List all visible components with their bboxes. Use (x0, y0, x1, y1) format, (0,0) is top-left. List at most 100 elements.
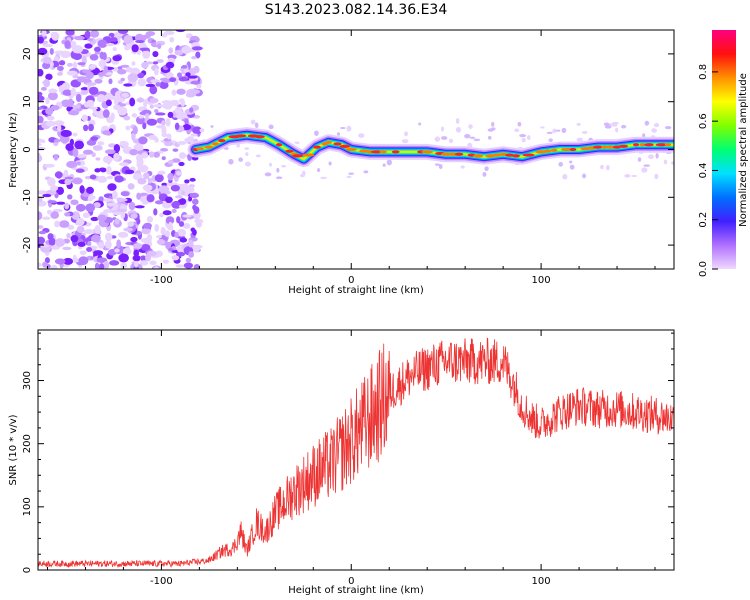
noise-speckle (182, 214, 192, 218)
noise-speckle (113, 104, 121, 111)
faint-speckle (561, 127, 567, 133)
noise-speckle (146, 233, 153, 242)
noise-speckle (38, 138, 44, 143)
noise-speckle (110, 112, 115, 121)
faint-speckle (606, 165, 610, 171)
noise-speckle (161, 156, 166, 161)
noise-speckle (93, 202, 101, 208)
noise-speckle (159, 81, 169, 90)
noise-speckle (153, 67, 159, 76)
noise-speckle (155, 82, 161, 87)
ridge-peak (550, 148, 558, 152)
y-tick-label: 0 (22, 567, 33, 573)
faint-speckle (631, 174, 638, 177)
y-tick-label: 200 (22, 434, 33, 453)
noise-speckle (78, 256, 89, 266)
noise-speckle (85, 203, 96, 213)
y-tick-label: 100 (22, 497, 33, 516)
x-tick-label: -100 (150, 275, 173, 286)
noise-speckle (89, 174, 97, 180)
noise-speckle (164, 230, 171, 237)
noise-speckle (175, 264, 185, 268)
noise-speckle (112, 190, 118, 200)
noise-speckle (139, 260, 149, 266)
faint-speckle (527, 135, 531, 141)
spectrogram-ylabel: Frequency (Hz) (8, 112, 19, 188)
noise-speckle (156, 124, 166, 129)
noise-speckle (80, 87, 89, 91)
noise-speckle (113, 67, 118, 72)
noise-speckle (192, 204, 197, 211)
noise-speckle (60, 129, 72, 138)
noise-speckle (43, 163, 55, 168)
noise-speckle (72, 132, 78, 137)
noise-speckle (181, 46, 192, 54)
noise-speckle (191, 244, 201, 253)
noise-speckle (132, 254, 141, 262)
faint-speckle (440, 126, 445, 132)
noise-speckle (162, 210, 172, 216)
faint-speckle (255, 154, 261, 158)
faint-speckle (460, 165, 465, 169)
noise-speckle (38, 36, 44, 44)
noise-speckle (178, 98, 185, 103)
x-tick-label: 0 (348, 275, 354, 286)
noise-speckle (189, 177, 196, 182)
noise-speckle (113, 143, 121, 153)
noise-speckle (142, 184, 153, 192)
noise-speckle (153, 266, 159, 269)
noise-speckle (98, 263, 105, 269)
faint-speckle (468, 124, 473, 129)
noise-speckle (38, 153, 41, 162)
faint-speckle (482, 171, 487, 177)
noise-speckle (162, 259, 170, 264)
noise-speckle (89, 106, 98, 110)
faint-speckle (348, 172, 355, 175)
noise-speckle (94, 51, 101, 55)
ridge-peak (454, 152, 464, 156)
x-tick-label: 0 (348, 576, 354, 587)
noise-speckle (131, 61, 136, 66)
noise-speckle (154, 223, 160, 232)
noise-speckle (51, 31, 60, 41)
noise-speckle (66, 232, 71, 239)
noise-speckle (117, 30, 129, 34)
colorbar-tick-label: 0.8 (698, 64, 709, 80)
y-tick-label: 20 (22, 48, 33, 61)
noise-speckle (122, 247, 132, 256)
noise-speckle (143, 99, 148, 108)
noise-speckle (54, 258, 66, 265)
noise-speckle (174, 232, 180, 238)
noise-speckle (137, 72, 145, 79)
noise-speckle (139, 255, 147, 262)
noise-speckle (161, 103, 169, 109)
noise-speckle (87, 197, 94, 202)
noise-speckle (38, 190, 48, 195)
noise-speckle (124, 169, 135, 175)
noise-speckle (124, 45, 131, 51)
noise-speckle (147, 177, 152, 184)
faint-speckle (363, 170, 369, 174)
noise-speckle (72, 177, 83, 185)
faint-speckle (336, 132, 341, 136)
noise-speckle (41, 216, 51, 220)
faint-speckle (604, 125, 612, 129)
faint-speckle (455, 117, 460, 124)
noise-speckle (168, 221, 173, 230)
noise-speckle (87, 38, 94, 42)
noise-speckle (40, 86, 47, 91)
noise-speckle (116, 208, 128, 213)
noise-speckle (53, 154, 58, 161)
noise-speckle (99, 51, 105, 60)
faint-speckle (487, 135, 492, 140)
noise-speckle (161, 126, 167, 135)
noise-speckle (108, 143, 116, 148)
noise-speckle (94, 78, 103, 84)
noise-speckle (189, 185, 195, 193)
noise-speckle (94, 168, 101, 173)
noise-speckle (157, 43, 162, 50)
noise-speckle (92, 145, 103, 151)
noise-speckle (103, 65, 108, 74)
noise-speckle (82, 149, 94, 155)
ridge-peak (593, 145, 603, 149)
